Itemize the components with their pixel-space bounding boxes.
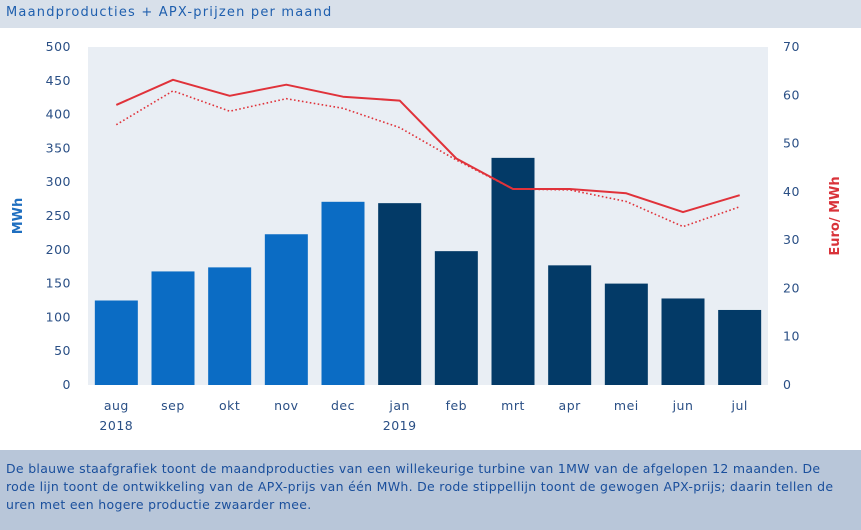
bar-aug xyxy=(94,300,138,385)
y-tick-label-left: 350 xyxy=(46,140,71,155)
y-axis-right: 0 10 20 30 40 50 60 70 xyxy=(783,39,800,392)
y-tick-label-left: 50 xyxy=(54,343,71,358)
y-tick-label-left: 300 xyxy=(46,174,71,189)
x-tick-label: mrt xyxy=(501,398,525,413)
bar-nov xyxy=(264,234,308,385)
bar-jun xyxy=(661,298,705,385)
y-tick-label-left: 400 xyxy=(46,107,71,122)
chart-caption: De blauwe staafgrafiek toont de maandpro… xyxy=(6,461,834,512)
x-axis: aug 2018 sep okt nov dec jan 2019 feb mrt apr mei ju… xyxy=(99,398,747,433)
x-tick-label: nov xyxy=(274,398,299,413)
x-tick-label: mei xyxy=(614,398,639,413)
x-tick-label: jun xyxy=(672,398,694,413)
x-tick-label: dec xyxy=(331,398,355,413)
y-tick-label-left: 500 xyxy=(46,39,71,54)
chart-title: Maandproducties + APX-prijzen per maand xyxy=(6,5,333,20)
x-tick-year-label: 2019 xyxy=(383,418,417,433)
bar-sep xyxy=(151,271,195,385)
x-tick-label: jul xyxy=(730,398,747,413)
y-axis-right-label: Euro/ MWh xyxy=(828,176,843,255)
y-tick-label-right: 70 xyxy=(783,39,800,54)
y-tick-label-right: 60 xyxy=(783,87,800,102)
y-tick-label-left: 0 xyxy=(63,377,71,392)
x-tick-year-label: 2018 xyxy=(99,418,133,433)
x-tick-label: okt xyxy=(219,398,240,413)
line-series xyxy=(115,78,740,228)
x-tick-label: apr xyxy=(559,398,582,413)
bar-apr xyxy=(548,265,592,385)
bar-feb xyxy=(434,251,478,385)
y-tick-label-left: 250 xyxy=(46,208,71,223)
x-tick-label: jan xyxy=(388,398,410,413)
bar-dec xyxy=(321,201,365,385)
chart-area: 0 50 100 150 200 250 300 350 400 450 500 0 10 20 30 40… xyxy=(0,28,861,450)
y-tick-label-left: 200 xyxy=(46,242,71,257)
x-tick-label: feb xyxy=(446,398,468,413)
caption-box: De blauwe staafgrafiek toont de maandpro… xyxy=(0,452,861,530)
y-tick-label-right: 20 xyxy=(783,280,800,295)
y-tick-label-left: 150 xyxy=(46,276,71,291)
y-axis-left: 0 50 100 150 200 250 300 350 400 450 500 xyxy=(46,39,71,392)
y-tick-label-right: 30 xyxy=(783,232,800,247)
x-tick-label: aug xyxy=(104,398,129,413)
bar-mei xyxy=(604,283,648,385)
plot-background xyxy=(88,47,768,385)
bar-okt xyxy=(208,267,252,385)
y-tick-label-right: 0 xyxy=(783,377,791,392)
weighted-apx-price-line xyxy=(115,90,740,228)
y-tick-label-right: 40 xyxy=(783,184,800,199)
bar-jul xyxy=(718,309,762,385)
y-tick-label-right: 50 xyxy=(783,136,800,151)
combo-chart: 0 50 100 150 200 250 300 350 400 450 500 0 10 20 30 40… xyxy=(11,39,843,433)
y-tick-label-right: 10 xyxy=(783,329,800,344)
y-tick-label-left: 450 xyxy=(46,73,71,88)
y-axis-left-label: MWh xyxy=(11,198,26,235)
bar-mrt xyxy=(491,157,535,385)
title-bar: Maandproducties + APX-prijzen per maand xyxy=(0,0,861,28)
y-tick-label-left: 100 xyxy=(46,309,71,324)
bar-jan xyxy=(378,203,422,385)
bar-series xyxy=(94,157,762,385)
apx-price-line xyxy=(115,78,740,214)
x-tick-label: sep xyxy=(161,398,185,413)
